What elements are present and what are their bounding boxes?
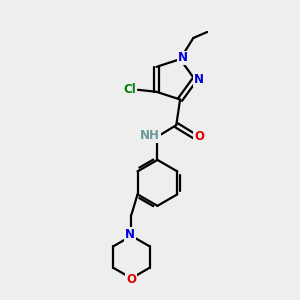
Text: O: O: [194, 130, 204, 143]
Text: N: N: [125, 228, 135, 241]
Text: N: N: [194, 73, 204, 86]
Text: O: O: [126, 273, 136, 286]
Text: Cl: Cl: [123, 83, 136, 96]
Text: N: N: [178, 52, 188, 64]
Text: NH: NH: [140, 129, 160, 142]
